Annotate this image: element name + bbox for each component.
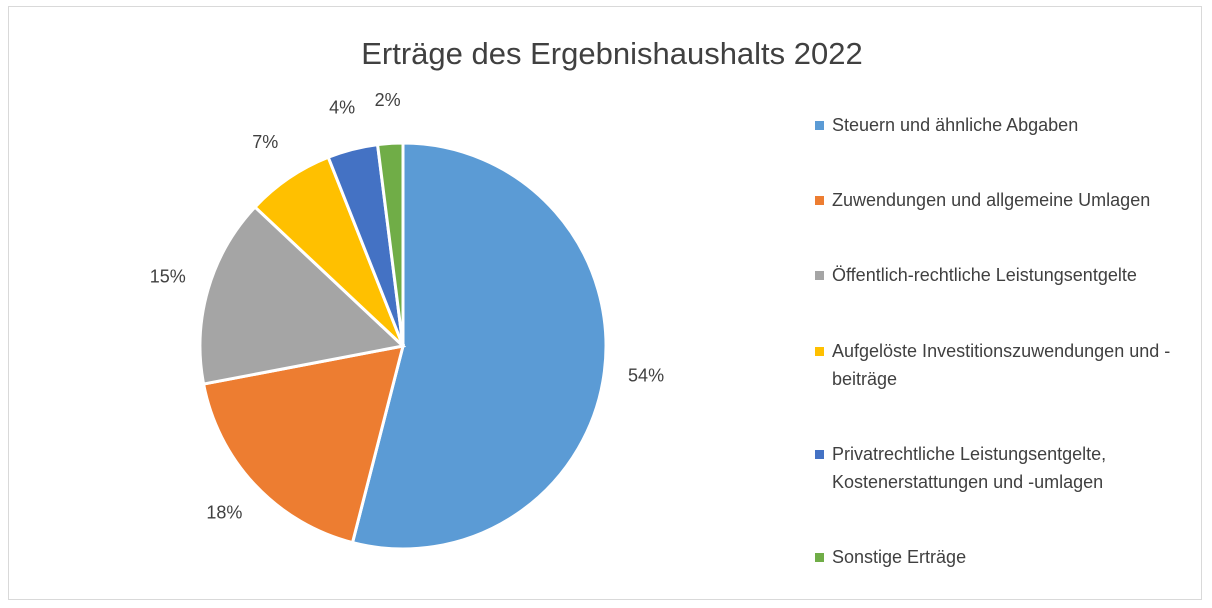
data-label: 4% (329, 97, 355, 117)
legend-label: Aufgelöste Investitionszuwendungen und -… (832, 340, 1171, 389)
legend-item: Sonstige Erträge (815, 543, 1195, 571)
legend-item: Steuern und ähnliche Abgaben (815, 111, 1195, 139)
legend-label: Sonstige Erträge (832, 546, 967, 567)
pie-slice (201, 344, 406, 545)
data-label: 2% (375, 90, 401, 110)
data-label: 18% (206, 502, 242, 522)
data-label: 54% (628, 365, 664, 385)
pie-slice (375, 141, 405, 347)
legend-swatch (815, 271, 824, 281)
chart-frame (8, 6, 1202, 600)
pie-slice (350, 141, 608, 551)
legend-item: Zuwendungen und allgemeine Umlagen (815, 186, 1195, 214)
legend-item: Aufgelöste Investitionszuwendungen und -… (815, 337, 1195, 393)
legend: Steuern und ähnliche Abgaben Zuwendungen … (815, 111, 1195, 571)
data-label: 7% (252, 132, 278, 152)
legend-label: Öffentlich-rechtliche Leistungsentgelte (832, 265, 1137, 286)
legend-label: Zuwendungen und allgemeine Umlagen (832, 190, 1151, 211)
legend-swatch (815, 346, 824, 356)
legend-label: Privatrechtliche Leistungsentgelte, Kost… (832, 443, 1107, 492)
data-label: 15% (150, 266, 186, 286)
legend-label: Steuern und ähnliche Abgaben (832, 115, 1079, 135)
pie-slice (198, 204, 407, 386)
legend-swatch (815, 449, 824, 459)
chart-title: Erträge des Ergebnishaushalts 2022 (361, 36, 863, 71)
legend-swatch (815, 196, 824, 206)
legend-swatch (815, 552, 824, 562)
legend-item: Öffentlich-rechtliche Leistungsentgelte (815, 261, 1195, 289)
legend-item: Privatrechtliche Leistungsentgelte, Kost… (815, 440, 1195, 496)
legend-swatch (815, 121, 824, 130)
